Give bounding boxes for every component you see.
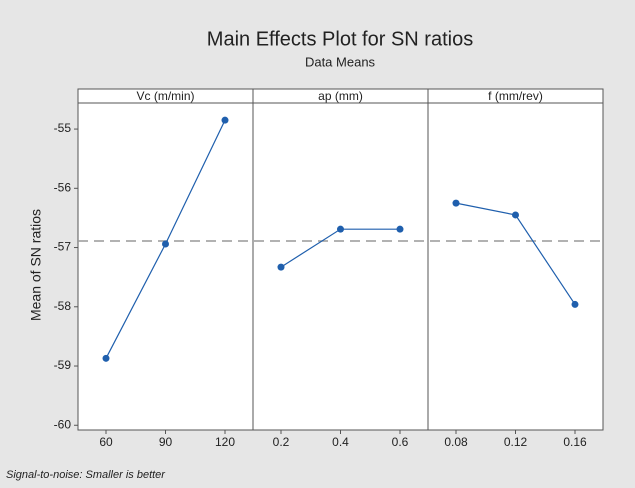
- y-tick-label: -59: [54, 358, 72, 372]
- x-tick-label: 0.12: [504, 435, 528, 449]
- panel-title: f (mm/rev): [488, 89, 543, 103]
- point: [512, 211, 519, 219]
- point: [452, 199, 460, 207]
- y-tick-label: -57: [54, 240, 72, 254]
- panel-title: Vc (m/min): [137, 89, 195, 103]
- chart-title: Main Effects Plot for SN ratios: [207, 28, 473, 50]
- x-tick-label: 0.6: [392, 435, 409, 449]
- x-tick-label: 60: [99, 435, 113, 449]
- point: [102, 354, 110, 362]
- x-tick-label: 0.16: [563, 435, 587, 449]
- footnote: Signal-to-noise: Smaller is better: [6, 469, 166, 481]
- point: [396, 225, 404, 233]
- point: [571, 300, 579, 308]
- x-tick-label: 120: [215, 435, 235, 449]
- chart-subtitle: Data Means: [305, 54, 376, 69]
- point: [337, 225, 344, 233]
- point: [277, 263, 285, 271]
- x-tick-label: 90: [159, 435, 173, 449]
- x-tick-label: 0.08: [444, 435, 468, 449]
- x-tick-label: 0.4: [332, 435, 349, 449]
- y-tick-label: -55: [54, 121, 72, 135]
- y-axis-label: Mean of SN ratios: [28, 209, 44, 321]
- y-tick-label: -56: [54, 180, 72, 194]
- point: [221, 116, 229, 124]
- y-tick-label: -58: [54, 299, 72, 313]
- panel: [427, 102, 604, 431]
- x-tick-label: 0.2: [273, 435, 290, 449]
- point: [162, 240, 169, 248]
- y-tick-label: -60: [54, 417, 72, 431]
- panel: [77, 102, 254, 431]
- panel-title: ap (mm): [318, 89, 363, 103]
- panel-header: [427, 88, 604, 104]
